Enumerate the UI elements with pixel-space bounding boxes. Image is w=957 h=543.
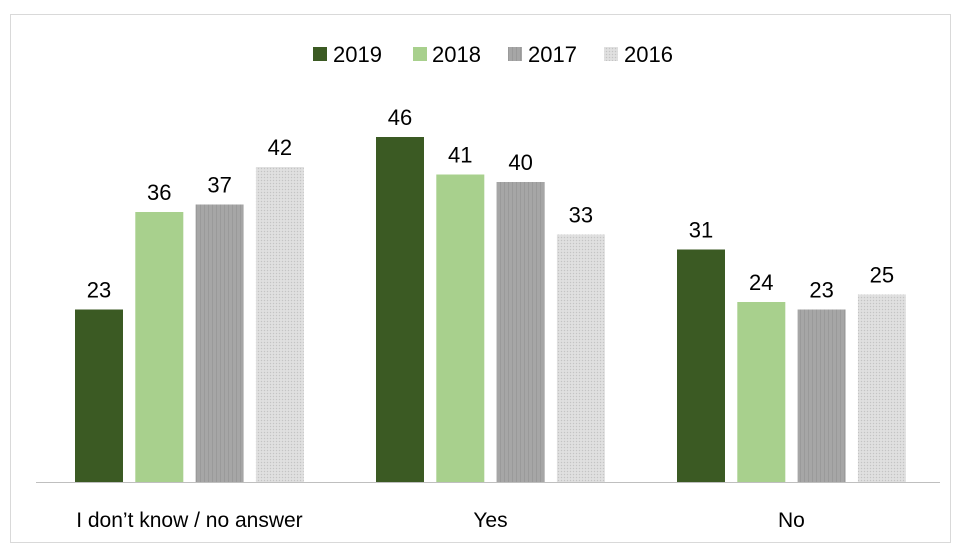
data-label-2017-2: 23 [809, 278, 833, 303]
legend: 2019 2018 2017 2016 [313, 42, 673, 67]
data-label-2018-0: 36 [147, 180, 171, 205]
bar-2017-1 [496, 182, 545, 482]
data-label-2017-0: 37 [207, 173, 231, 198]
bar-2019-1 [376, 137, 424, 482]
legend-swatch-2019 [313, 47, 327, 61]
bar-2016-1 [556, 234, 605, 482]
data-labels: 23 36 37 42 46 41 40 33 31 24 23 25 [87, 105, 894, 303]
data-label-2017-1: 40 [508, 150, 532, 175]
legend-label-2019: 2019 [333, 42, 382, 67]
bar-2016-2 [857, 294, 906, 482]
category-label-1: Yes [473, 509, 507, 532]
legend-label-2017: 2017 [528, 42, 577, 67]
bar-2017-0 [195, 204, 244, 482]
legend-swatch-2016 [604, 47, 618, 61]
bar-2018-0 [135, 212, 184, 482]
data-label-2016-0: 42 [268, 135, 292, 160]
data-label-2019-2: 31 [689, 218, 713, 243]
bar-2018-2 [737, 302, 786, 482]
data-label-2018-1: 41 [448, 143, 472, 168]
bar-2016-0 [255, 167, 304, 482]
data-label-2016-1: 33 [569, 203, 593, 228]
bar-2018-1 [436, 174, 485, 482]
legend-label-2018: 2018 [432, 42, 481, 67]
data-label-2019-0: 23 [87, 278, 111, 303]
bars [75, 137, 906, 482]
category-labels: I don’t know / no answer Yes No [76, 509, 805, 532]
bar-2019-2 [677, 249, 725, 482]
legend-swatch-2018 [413, 47, 427, 61]
legend-label-2016: 2016 [624, 42, 673, 67]
data-label-2018-2: 24 [749, 270, 773, 295]
category-label-2: No [778, 509, 805, 532]
bar-2019-0 [75, 309, 123, 482]
category-label-0: I don’t know / no answer [76, 509, 302, 532]
data-label-2016-2: 25 [870, 263, 894, 288]
data-label-2019-1: 46 [388, 105, 412, 130]
bar-2017-2 [797, 309, 846, 482]
legend-swatch-2017 [508, 47, 522, 61]
